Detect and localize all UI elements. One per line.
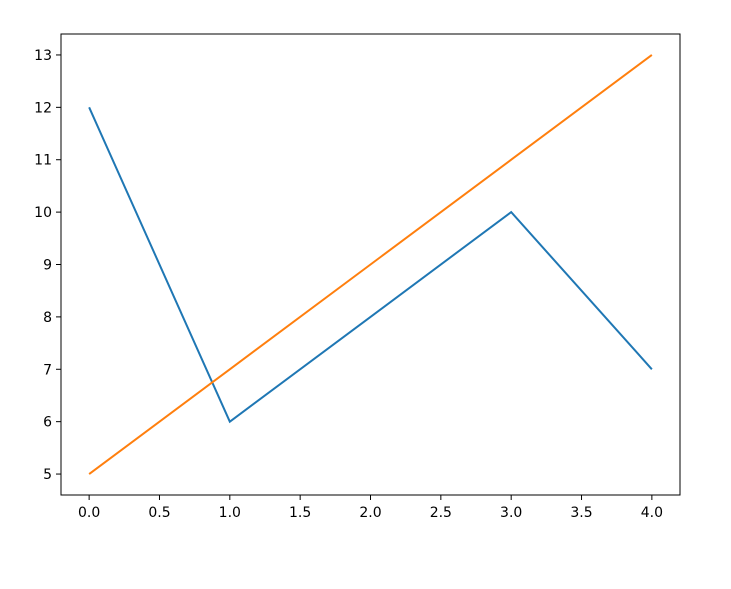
y-tick-label: 11 (34, 153, 52, 169)
y-tick-label: 5 (43, 467, 52, 483)
x-tick-label: 2.0 (359, 505, 381, 521)
y-tick-label: 8 (43, 310, 52, 326)
y-tick-label: 13 (34, 48, 52, 64)
series-layer (88, 54, 653, 475)
y-axis: 5 6 7 8 9 10 11 12 13 (34, 48, 61, 483)
x-tick-label: 1.5 (289, 505, 311, 521)
x-tick-label: 0.0 (78, 505, 100, 521)
y-tick-label: 10 (34, 205, 52, 221)
y-tick-label: 7 (43, 362, 52, 378)
y-tick-label: 6 (43, 415, 52, 431)
y-tick-label: 9 (43, 258, 52, 274)
x-tick-label: 2.5 (430, 505, 452, 521)
y-tick-label: 12 (34, 100, 52, 116)
series-line-1 (88, 54, 653, 475)
x-tick-label: 3.5 (570, 505, 592, 521)
x-tick-label: 1.0 (219, 505, 241, 521)
x-tick-label: 0.5 (148, 505, 170, 521)
x-tick-label: 3.0 (500, 505, 522, 521)
series-line-0 (88, 106, 653, 424)
x-axis: 0.0 0.5 1.0 1.5 2.0 2.5 3.0 3.5 4.0 (78, 495, 663, 521)
x-tick-label: 4.0 (641, 505, 663, 521)
